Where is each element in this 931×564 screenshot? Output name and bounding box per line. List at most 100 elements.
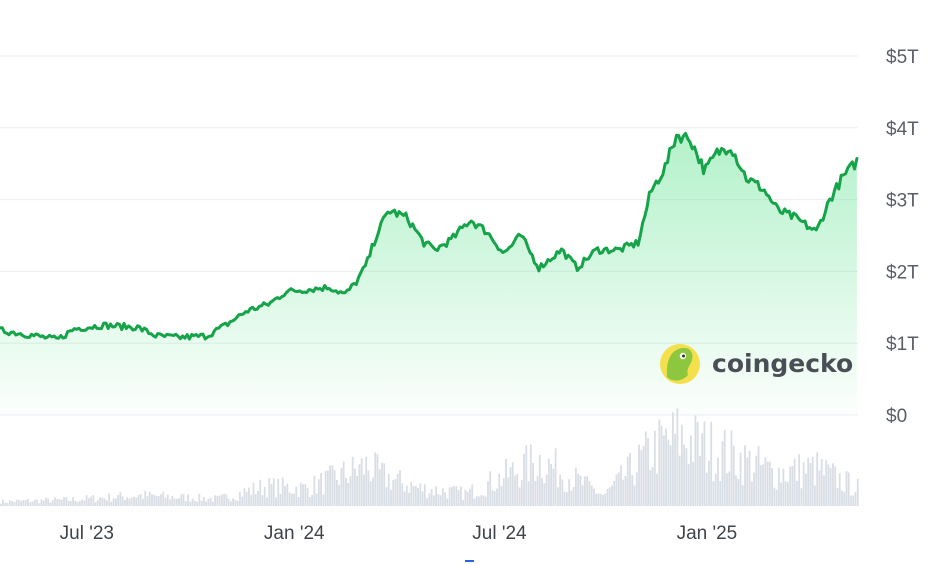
volume-bar xyxy=(354,468,356,506)
volume-bar xyxy=(683,444,686,506)
volume-bar xyxy=(590,485,593,506)
volume-bar xyxy=(288,492,291,506)
volume-bar xyxy=(198,493,201,506)
volume-bar xyxy=(144,490,147,506)
volume-bar xyxy=(408,492,410,506)
volume-bar xyxy=(552,468,555,506)
volume-bar xyxy=(441,488,444,506)
volume-bar xyxy=(604,493,607,506)
volume-bar xyxy=(266,497,268,506)
y-tick-label: $1T xyxy=(886,334,919,355)
volume-bar xyxy=(496,488,498,506)
volume-bar xyxy=(399,470,401,506)
volume-bar xyxy=(311,494,313,506)
volume-bar xyxy=(151,494,153,506)
volume-bar xyxy=(511,462,514,506)
volume-bar xyxy=(622,479,625,506)
volume-bar xyxy=(696,421,699,506)
volume-bar xyxy=(538,454,541,506)
volume-bar xyxy=(268,477,271,506)
volume-bar xyxy=(315,493,318,506)
volume-bar xyxy=(392,479,395,506)
volume-bar xyxy=(385,487,388,506)
volume-bar xyxy=(4,502,7,506)
volume-bar xyxy=(448,487,451,506)
volume-bar xyxy=(613,480,616,506)
y-tick-label: $4T xyxy=(886,119,919,140)
volume-bar xyxy=(559,474,562,506)
volume-bar xyxy=(396,473,399,506)
volume-bar xyxy=(20,500,23,506)
volume-bar xyxy=(304,484,307,506)
volume-bar xyxy=(92,495,95,506)
volume-bar xyxy=(446,498,449,506)
volume-bar xyxy=(63,497,65,506)
y-tick-label: $2T xyxy=(886,262,919,283)
volume-bar xyxy=(284,486,286,506)
volume-bar xyxy=(241,496,244,506)
volume-bar xyxy=(741,485,744,506)
volume-bar xyxy=(6,502,9,506)
volume-bar xyxy=(757,446,760,506)
volume-bar xyxy=(606,488,609,506)
volume-bar xyxy=(825,460,828,506)
volume-bar xyxy=(712,481,715,506)
volume-bar xyxy=(838,473,841,506)
volume-bar xyxy=(272,478,275,506)
volume-bar xyxy=(432,495,435,506)
volume-bar xyxy=(593,488,595,506)
volume-bar xyxy=(491,490,494,506)
volume-bar xyxy=(74,500,77,506)
volume-bar xyxy=(680,424,683,506)
volume-bar xyxy=(850,495,852,506)
volume-bar xyxy=(38,503,41,506)
volume-bar xyxy=(196,501,198,506)
volume-bar xyxy=(211,501,214,506)
volume-bar xyxy=(845,471,848,506)
coingecko-logo: coingecko xyxy=(660,344,853,384)
y-tick-label: $0 xyxy=(886,406,907,427)
volume-bar xyxy=(126,497,129,506)
volume-bar xyxy=(493,491,496,506)
volume-bar xyxy=(719,481,722,506)
volume-bar xyxy=(381,462,383,506)
volume-bar xyxy=(94,502,97,506)
volume-bar xyxy=(87,498,90,506)
volume-bar xyxy=(430,489,433,506)
volume-bar xyxy=(200,500,203,506)
volume-bar xyxy=(547,458,550,506)
volume-bar xyxy=(575,467,577,506)
volume-bar xyxy=(841,490,843,506)
volume-bar xyxy=(218,495,221,506)
volume-bar xyxy=(356,476,359,506)
volume-bar xyxy=(117,495,120,506)
volume-bar xyxy=(635,472,638,506)
volume-bar xyxy=(773,487,776,506)
volume-bar xyxy=(421,491,424,506)
volume-bar xyxy=(220,494,223,506)
volume-bar xyxy=(800,488,803,506)
volume-bar xyxy=(638,444,640,506)
volume-bar xyxy=(277,478,280,506)
volume-bar xyxy=(674,433,677,506)
volume-bar xyxy=(644,431,647,506)
volume-bar xyxy=(556,487,559,506)
volume-bar xyxy=(809,462,812,506)
volume-bar xyxy=(694,415,697,506)
volume-bar xyxy=(187,494,189,506)
volume-bar xyxy=(169,499,171,506)
market-cap-area xyxy=(0,133,857,415)
volume-bar xyxy=(820,459,823,506)
volume-bar xyxy=(112,498,115,506)
volume-bar xyxy=(295,486,298,506)
volume-bar xyxy=(708,460,710,506)
volume-bar xyxy=(703,421,706,506)
volume-bar xyxy=(60,499,63,506)
volume-bar xyxy=(507,477,510,506)
volume-bar xyxy=(750,481,753,506)
volume-bar xyxy=(629,452,631,506)
volume-bar xyxy=(584,476,586,506)
volume-bar xyxy=(789,466,792,506)
volume-bar xyxy=(13,502,16,506)
volume-bar xyxy=(27,499,29,506)
